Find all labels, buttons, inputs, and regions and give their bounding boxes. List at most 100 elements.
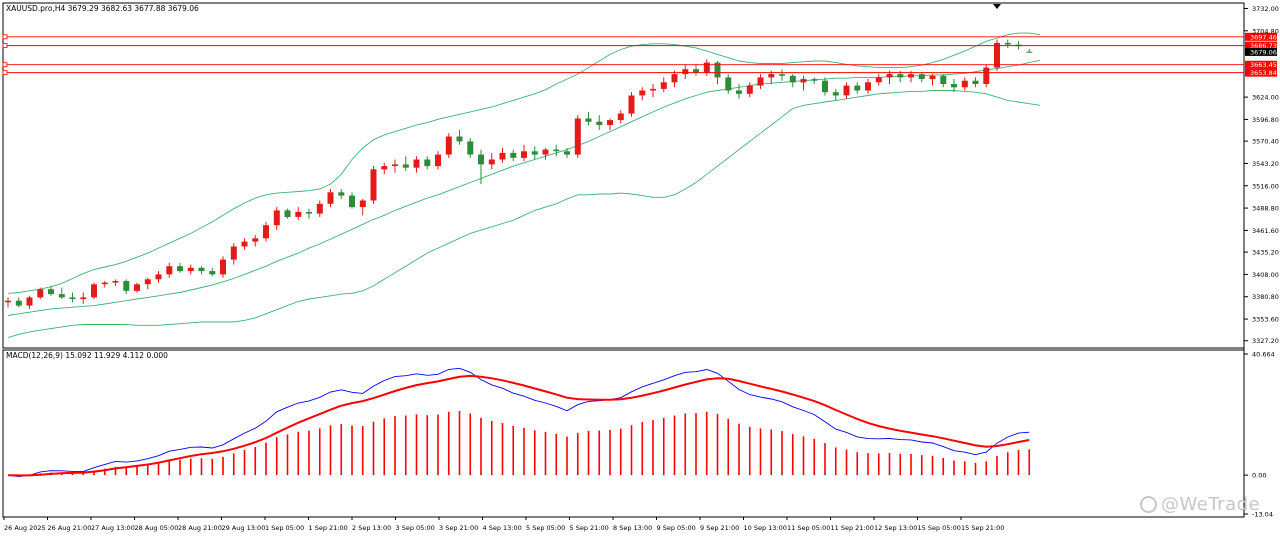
time-label: 27 Aug 13:00: [91, 524, 135, 532]
candle-body: [725, 77, 732, 91]
candle-body: [478, 154, 484, 165]
candle-body: [854, 85, 861, 91]
candle-body: [994, 42, 1000, 68]
candle-body: [101, 282, 108, 285]
candle-body: [5, 300, 11, 303]
price-tick-label: 3704.80: [1252, 27, 1279, 35]
time-label: 28 Aug 05:00: [135, 524, 179, 532]
candle-body: [370, 169, 377, 201]
candle-body: [875, 77, 882, 83]
time-label: 1 Sep 21:00: [309, 524, 348, 532]
candle-body: [327, 192, 334, 204]
candle-body: [413, 159, 420, 168]
time-label: 8 Sep 13:00: [613, 524, 652, 532]
candle-body: [521, 151, 527, 158]
candle-body: [811, 79, 818, 81]
candle-body: [424, 159, 431, 167]
candle-body: [1004, 42, 1011, 45]
macd-tick-label: 0.00: [1252, 472, 1266, 480]
candle-body: [209, 271, 216, 275]
candle-body: [564, 151, 570, 155]
candle-body: [671, 74, 678, 83]
candle-body: [445, 136, 452, 155]
candle-body: [757, 77, 764, 86]
candle-body: [241, 241, 248, 247]
level-price-tag: [1245, 32, 1277, 41]
time-label: 11 Sep 21:00: [831, 524, 874, 532]
candle-body: [650, 88, 656, 91]
bollinger-upper-band: [7, 32, 1041, 294]
candle-body: [951, 84, 957, 88]
candle-body: [26, 297, 33, 306]
time-label: 26 Aug 21:00: [48, 524, 92, 532]
time-label: 9 Sep 05:00: [657, 524, 696, 532]
time-label: 15 Sep 05:00: [918, 524, 961, 532]
level-price-label: 3663.45: [1250, 61, 1277, 69]
time-label: 2 Sep 13:00: [352, 524, 391, 532]
candle-body: [918, 74, 925, 79]
candle-body: [198, 267, 205, 272]
candle-body: [134, 284, 140, 291]
price-axis-ticks: 3732.00 3704.80 3624.00 3596.80 3570.40 3543.…: [1244, 5, 1279, 345]
candle-body: [499, 152, 506, 160]
price-tick-label: 3624.00: [1252, 94, 1279, 102]
time-label: 4 Sep 13:00: [483, 524, 522, 532]
candle-body: [542, 149, 549, 155]
candle-body: [252, 238, 259, 242]
candle-body: [1026, 51, 1033, 53]
time-label: 28 Aug 21:00: [178, 524, 222, 532]
candle-body: [306, 212, 312, 214]
time-label: 3 Sep 05:00: [396, 524, 435, 532]
candle-body: [843, 85, 850, 96]
time-label: 10 Sep 13:00: [744, 524, 787, 532]
candle-body: [15, 300, 22, 306]
price-tick-label: 3353.60: [1252, 316, 1279, 324]
candle-body: [392, 164, 398, 166]
level-anchor: [2, 62, 8, 68]
candle-body: [263, 225, 269, 239]
bollinger-lower-band: [7, 90, 1041, 339]
level-anchor: [2, 43, 8, 49]
time-label: 15 Sep 21:00: [961, 524, 1004, 532]
candle-body: [531, 151, 538, 155]
candle-body: [510, 152, 517, 158]
price-tick-label: 3408.00: [1252, 271, 1279, 279]
candle-body: [488, 159, 495, 165]
candle-body: [402, 164, 409, 168]
price-tick-label: 3516.00: [1252, 182, 1279, 190]
candle-body: [467, 141, 474, 155]
candle-body: [69, 297, 76, 299]
candle-body: [177, 266, 183, 272]
macd-main-line: [7, 367, 1030, 478]
candle-body: [886, 74, 893, 78]
candle-body: [58, 294, 65, 298]
level-price-tag: [1245, 68, 1277, 77]
candle-body: [359, 200, 366, 208]
wetrade-logo-icon: [1140, 496, 1157, 513]
bollinger-middle-band: [7, 59, 1041, 316]
macd-params: MACD(12,26,9) 15.092 11.929 4.112 0.000: [6, 351, 168, 360]
candle-body: [37, 289, 44, 298]
candle-body: [435, 154, 441, 167]
candle-body: [865, 82, 871, 91]
level-anchor: [2, 34, 8, 40]
candle-body: [273, 210, 280, 226]
level-price-tag: [1245, 41, 1277, 50]
current-price-label: 3679.06: [1250, 48, 1277, 56]
time-axis: 26 Aug 2025 26 Aug 21:00 27 Aug 13:00 28 Au…: [3, 517, 1004, 532]
candle-body: [295, 212, 302, 217]
candle-body: [746, 85, 753, 94]
candle-body: [789, 75, 796, 83]
price-tick-label: 3543.20: [1252, 160, 1279, 168]
shift-marker-icon[interactable]: [993, 4, 1001, 9]
price-tick-label: 3461.60: [1252, 227, 1279, 235]
candle-body: [230, 246, 237, 260]
time-label: 26 Aug 2025: [4, 524, 46, 532]
candle-body: [112, 281, 119, 283]
macd-tick-label: -13.04: [1252, 511, 1273, 519]
level-price-label: 3653.84: [1250, 69, 1277, 77]
level-anchor: [2, 70, 8, 76]
time-label: 1 Sep 05:00: [265, 524, 304, 532]
